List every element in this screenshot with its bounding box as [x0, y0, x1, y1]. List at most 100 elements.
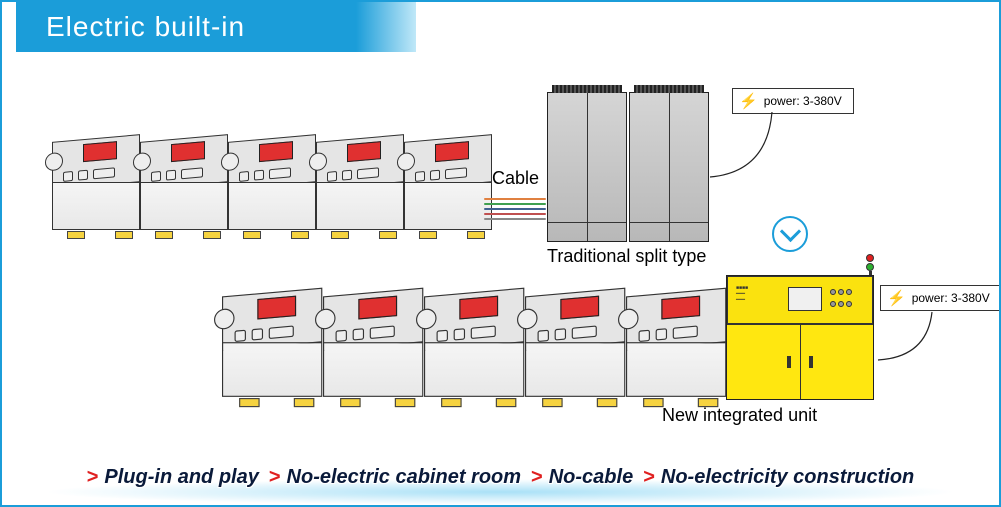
machine-hopper	[171, 141, 205, 162]
integrated-cabinet: ■■■■━━━━━━	[726, 275, 874, 400]
power-text-top: power: 3-380V	[764, 94, 842, 108]
machine-body	[140, 182, 228, 230]
caret-icon: >	[87, 466, 99, 489]
machine-feet	[542, 398, 617, 407]
machine-unit	[52, 138, 140, 230]
machine-feet	[419, 231, 485, 239]
footer-text: Plug-in and play	[104, 466, 258, 489]
machine-unit	[222, 292, 322, 397]
electrical-cabinet	[547, 92, 627, 242]
machine-controls	[336, 325, 395, 342]
callout-line-bottom	[872, 302, 952, 382]
machine-controls	[437, 325, 496, 342]
machine-hopper	[459, 296, 498, 320]
footer-item: > No-cable	[531, 466, 633, 489]
bolt-icon: ⚡	[739, 92, 758, 110]
machine-unit	[316, 138, 404, 230]
caret-icon: >	[269, 466, 281, 489]
footer-item: > No-electric cabinet room	[269, 466, 521, 489]
machine-controls	[239, 167, 291, 182]
machine-unit	[228, 138, 316, 230]
control-buttons	[830, 289, 852, 295]
callout-line-top	[702, 102, 782, 202]
handle-right	[809, 356, 813, 368]
control-buttons-row2	[830, 301, 852, 307]
power-tag-top: ⚡ power: 3-380V	[732, 88, 854, 114]
machine-hopper	[661, 296, 700, 320]
machine-roller	[618, 308, 639, 330]
cable-strand	[484, 198, 546, 200]
integrated-cabinet-panel: ■■■■━━━━━━	[727, 276, 873, 324]
machine-feet	[331, 231, 397, 239]
machine-controls	[327, 167, 379, 182]
machine-body	[316, 182, 404, 230]
machine-roller	[221, 152, 239, 172]
machine-unit	[323, 292, 423, 397]
machine-roller	[309, 152, 327, 172]
footer-text: No-electricity construction	[661, 466, 914, 489]
machine-feet	[155, 231, 221, 239]
machine-hopper	[259, 141, 293, 162]
cable-bundle	[484, 198, 546, 223]
machine-body	[222, 342, 322, 397]
hmi-screen	[788, 287, 822, 311]
machine-hopper	[358, 296, 397, 320]
machine-feet	[340, 398, 415, 407]
panel-split	[727, 324, 873, 325]
title-bar: Electric built-in	[16, 2, 416, 52]
machine-controls	[63, 167, 115, 182]
footer: >Plug-in and play>No-electric cabinet ro…	[2, 449, 999, 505]
machine-roller	[133, 152, 151, 172]
cable-label: Cable	[492, 168, 539, 189]
handle-left	[787, 356, 791, 368]
power-tag-bottom: ⚡ power: 3-380V	[880, 285, 1001, 311]
bolt-icon: ⚡	[887, 289, 906, 307]
machine-body	[424, 342, 524, 397]
power-text-bottom: power: 3-380V	[912, 291, 990, 305]
machine-roller	[214, 308, 235, 330]
footer-text: No-cable	[549, 466, 633, 489]
electrical-cabinet	[629, 92, 709, 242]
machine-unit	[626, 292, 726, 397]
machine-unit	[404, 138, 492, 230]
machine-roller	[517, 308, 538, 330]
stack-light-red	[866, 254, 874, 262]
machine-hopper	[347, 141, 381, 162]
machine-feet	[441, 398, 516, 407]
machine-unit	[525, 292, 625, 397]
footer-item: >Plug-in and play	[87, 466, 259, 489]
machine-roller	[315, 308, 336, 330]
machine-hopper	[257, 296, 296, 320]
machine-unit	[424, 292, 524, 397]
machine-body	[323, 342, 423, 397]
cable-strand	[484, 203, 546, 205]
machine-hopper	[83, 141, 117, 162]
footer-text: No-electric cabinet room	[287, 466, 522, 489]
integrated-label: New integrated unit	[662, 405, 817, 426]
machine-roller	[397, 152, 415, 172]
machine-roller	[416, 308, 437, 330]
machine-controls	[639, 325, 698, 342]
machine-controls	[235, 325, 294, 342]
diagram-frame: Electric built-in	[0, 0, 1001, 507]
footer-item: > No-electricity construction	[643, 466, 914, 489]
machine-hopper	[560, 296, 599, 320]
machine-controls	[538, 325, 597, 342]
stack-light-green	[866, 263, 874, 271]
cable-strand	[484, 213, 546, 215]
machine-feet	[239, 398, 314, 407]
machine-controls	[415, 167, 467, 182]
door-split	[800, 324, 801, 399]
machine-body	[404, 182, 492, 230]
machine-roller	[45, 152, 63, 172]
traditional-label: Traditional split type	[547, 246, 706, 267]
cable-strand	[484, 218, 546, 220]
caret-icon: >	[531, 466, 543, 489]
caret-icon: >	[643, 466, 655, 489]
machine-body	[626, 342, 726, 397]
machine-feet	[67, 231, 133, 239]
machine-hopper	[435, 141, 469, 162]
machine-controls	[151, 167, 203, 182]
page-title: Electric built-in	[46, 11, 245, 43]
machine-unit	[140, 138, 228, 230]
